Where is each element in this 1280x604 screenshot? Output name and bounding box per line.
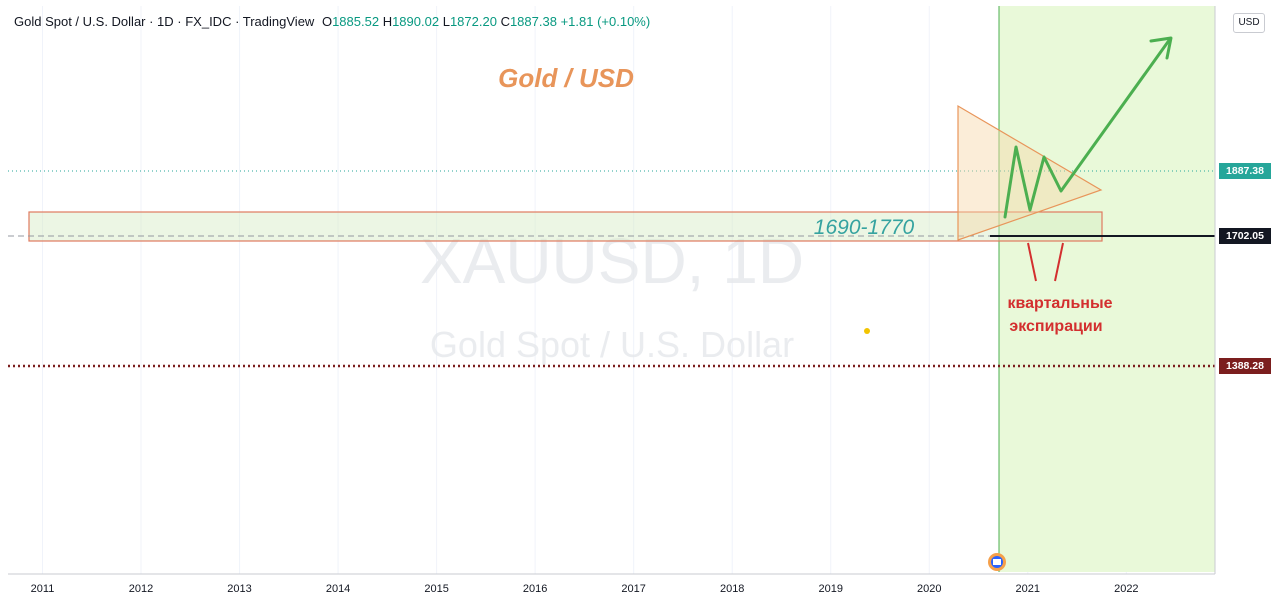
current-price-tag: 1887.38	[1219, 163, 1271, 179]
x-tick-label: 2016	[523, 583, 547, 595]
high-value: 1890.02	[392, 14, 440, 29]
zone-label: 1690-1770	[814, 216, 915, 239]
calendar-marker-icon[interactable]	[988, 553, 1006, 571]
open-value: 1885.52	[332, 14, 380, 29]
chart-header: Gold Spot / U.S. Dollar · 1D · FX_IDC · …	[14, 14, 650, 29]
currency-button[interactable]: USD	[1233, 13, 1265, 33]
forecast-path[interactable]	[1003, 37, 1172, 219]
x-tick-label: 2019	[818, 583, 842, 595]
x-tick-label: 2012	[129, 583, 153, 595]
x-tick-label: 2018	[720, 583, 744, 595]
level-1388-tag: 1388.28	[1219, 358, 1271, 374]
level-1702-tag: 1702.05	[1219, 228, 1271, 244]
support-zone[interactable]	[28, 211, 1103, 242]
open-label: O	[321, 14, 333, 29]
close-label: C	[500, 14, 510, 29]
x-tick-label: 2015	[424, 583, 448, 595]
expiration-arrow-1	[1027, 242, 1037, 282]
forecast-arrowhead	[1149, 36, 1173, 60]
watermark-ticker: XAUUSD, 1D	[420, 225, 804, 297]
chart-title-annotation: Gold / USD	[498, 63, 634, 93]
high-label: H	[382, 14, 393, 29]
x-tick-label: 2021	[1016, 583, 1040, 595]
close-value: 1887.38	[509, 14, 557, 29]
expiration-arrow-2	[1054, 242, 1064, 282]
ohlc-values: O1885.52 H1890.02 L1872.20 C1887.38 +1.8…	[322, 14, 650, 29]
expirations-label-line1: квартальные	[1007, 295, 1112, 312]
low-label: L	[442, 14, 450, 29]
event-marker[interactable]	[864, 328, 870, 334]
x-tick-label: 2017	[621, 583, 645, 595]
x-axis-ticks: 2011 2012 2013 2014 2015 2016 2017 2018 2019 2020…	[31, 583, 1139, 595]
triangle-pattern[interactable]	[957, 104, 1103, 241]
symbol-title[interactable]: Gold Spot / U.S. Dollar · 1D · FX_IDC · …	[14, 14, 315, 29]
x-tick-label: 2022	[1114, 583, 1138, 595]
x-tick-label: 2014	[326, 583, 350, 595]
x-tick-label: 2020	[917, 583, 941, 595]
future-area-shading	[999, 6, 1215, 572]
x-tick-label: 2013	[227, 583, 251, 595]
x-tick-label: 2011	[31, 583, 55, 595]
change-value: +1.81 (+0.10%)	[560, 14, 651, 29]
low-value: 1872.20	[449, 14, 497, 29]
watermark-name: Gold Spot / U.S. Dollar	[430, 324, 794, 365]
expirations-label-line2: экспирации	[1009, 318, 1102, 335]
